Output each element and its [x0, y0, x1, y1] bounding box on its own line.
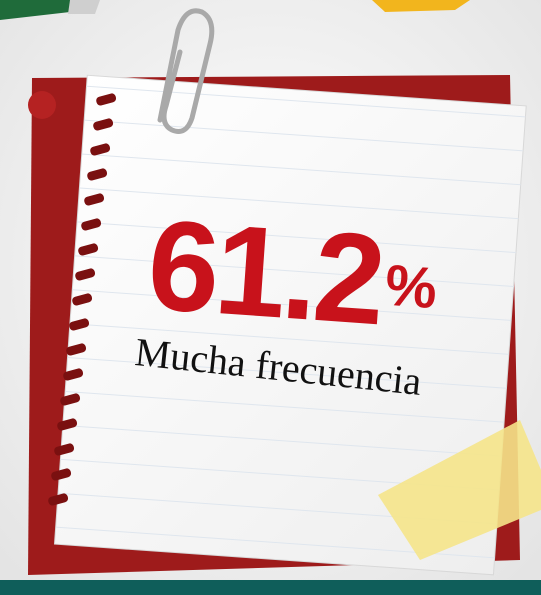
stat: 61.2 %	[143, 193, 439, 352]
spiral	[48, 93, 117, 506]
paperclip	[157, 8, 215, 134]
note	[53, 74, 527, 576]
gray-object	[68, 0, 100, 14]
note-lines	[54, 75, 527, 575]
stat-unit: %	[383, 253, 439, 321]
green-object	[0, 0, 75, 20]
bottom-bar	[0, 580, 541, 595]
red-dot	[28, 91, 56, 119]
sticky-tape	[378, 420, 541, 560]
yellow-object	[372, 0, 470, 12]
stat-number: 61.2	[143, 193, 386, 352]
